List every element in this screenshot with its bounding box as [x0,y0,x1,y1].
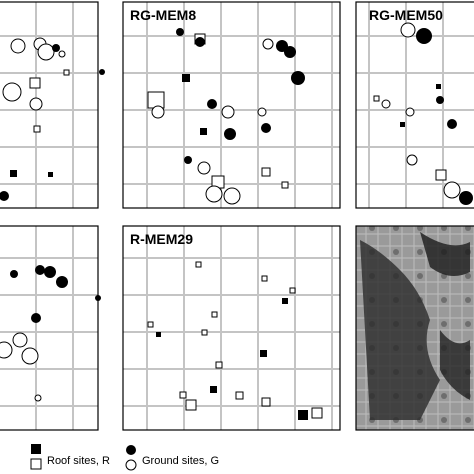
roof-site [260,350,267,357]
roof-site [195,261,202,268]
ground-site [58,50,66,58]
roof-site [261,397,271,407]
legend-ground-open [125,459,137,471]
ground-site [257,107,267,117]
ground-site [205,185,223,203]
ground-site [406,154,418,166]
ground-site [34,394,42,402]
panel-title: R-MEM29 [130,231,193,247]
ground-site [184,156,192,164]
roof-site [311,407,323,419]
ground-site [37,43,55,61]
site-symbols [373,22,473,205]
roof-site [298,410,308,420]
ground-site [459,191,473,205]
ground-site [221,105,235,119]
ground-site [262,38,274,50]
roof-site [182,74,190,82]
roof-site [33,125,41,133]
ground-site [436,96,444,104]
roof-site [29,77,41,89]
site-symbols [0,37,105,201]
ground-site [195,37,205,47]
ground-site [416,28,432,44]
ground-site [29,97,43,111]
roof-site [63,69,70,76]
panel-title: RG-MEM8 [130,7,196,23]
legend-roof-open [30,458,42,470]
ground-site [35,265,45,275]
ground-site [284,46,296,58]
roof-site [436,84,441,89]
legend-roof-filled [31,444,41,454]
ground-site [99,69,105,75]
legend-label: Ground sites, G [142,455,219,467]
ground-site [291,71,305,85]
ground-site [151,105,165,119]
map-panel [122,225,341,431]
roof-site [147,321,154,328]
roof-site [179,391,187,399]
map-panel [0,225,99,431]
roof-site [373,95,380,102]
roof-site [215,361,223,369]
aerial-shade [360,240,440,420]
ground-site [95,295,101,301]
site-symbols [147,28,305,205]
ground-site [381,99,391,109]
ground-site [207,99,217,109]
roof-site [185,399,197,411]
roof-site [156,332,161,337]
ground-site [21,347,39,365]
roof-site [261,275,268,282]
ground-site [443,181,461,199]
roof-site [261,167,271,177]
site-symbols [147,261,323,420]
roof-site [210,386,217,393]
roof-site [289,287,296,294]
site-symbols [0,265,101,402]
map-panel [0,1,99,209]
legend-label: Roof sites, R [47,455,110,467]
roof-site [201,329,208,336]
ground-site [0,341,13,359]
ground-site [223,187,241,205]
ground-site [10,270,18,278]
roof-site [282,298,288,304]
ground-site [2,82,22,102]
roof-site [200,128,207,135]
ground-site [10,38,26,54]
roof-site [147,91,165,109]
panel-title: RG-MEM50 [369,7,443,23]
ground-site [44,266,56,278]
roof-site [48,172,53,177]
legend-ground-filled [126,445,136,455]
roof-site [10,170,17,177]
ground-site [52,44,60,52]
roof-site [281,181,289,189]
ground-site [224,128,236,140]
roof-site [435,169,447,181]
roof-site [235,391,244,400]
ground-site [447,119,457,129]
ground-site [12,332,28,348]
ground-site [400,22,416,38]
map-panel [355,1,474,209]
ground-site [261,123,271,133]
ground-site [31,313,41,323]
aerial-shade [420,232,470,276]
ground-site [0,191,9,201]
ground-site [176,28,184,36]
ground-site [197,161,211,175]
roof-site [400,122,405,127]
aerial-shade [440,330,470,400]
ground-site [56,276,68,288]
ground-site [405,107,415,117]
roof-site [211,311,218,318]
